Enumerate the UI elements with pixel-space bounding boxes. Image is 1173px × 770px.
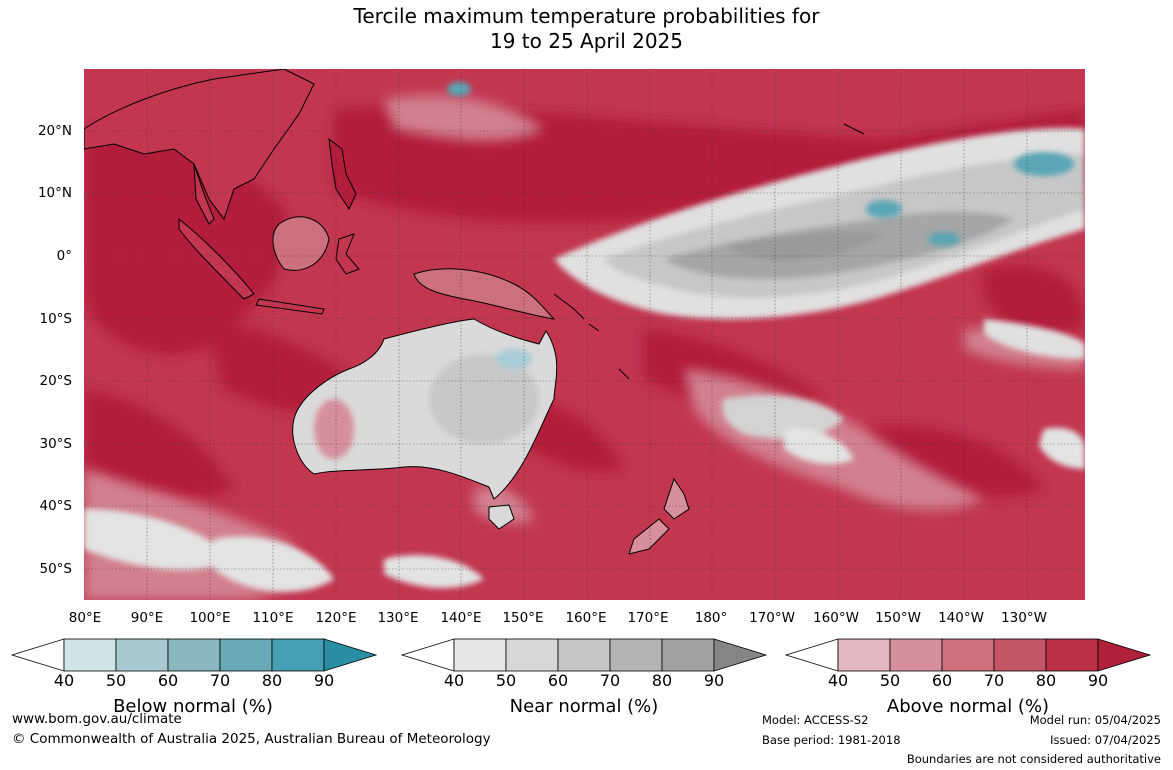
issued-text: Issued: 07/04/2025 (1050, 733, 1161, 747)
below-normal-label: Below normal (%) (113, 696, 273, 717)
java (255, 298, 325, 315)
cb-tick: 50 (105, 671, 127, 690)
base-period-text: Base period: 1981-2018 (762, 733, 901, 747)
cb-tick: 80 (261, 671, 283, 690)
lon-label: 140°W (938, 610, 984, 626)
cb-segment (271, 638, 325, 672)
cb-segment (219, 638, 273, 672)
lon-label: 170°W (749, 610, 795, 626)
near-normal-label: Near normal (%) (509, 696, 659, 717)
cb-tick: 90 (1087, 671, 1109, 690)
cb-segment (10, 638, 65, 672)
gridlines (84, 69, 1085, 600)
cb-segment (713, 638, 768, 672)
lon-label: 80°E (68, 610, 102, 626)
lon-label: 100°E (189, 610, 231, 626)
lon-label: 130°W (1001, 610, 1047, 626)
cb-tick: 60 (157, 671, 179, 690)
lat-label: 30°S (39, 436, 73, 452)
cb-tick: 50 (879, 671, 901, 690)
probability-map (84, 69, 1085, 600)
cb-tick: 40 (443, 671, 465, 690)
cb-segment (609, 638, 663, 672)
lon-label: 120°E (315, 610, 357, 626)
cb-tick: 80 (651, 671, 673, 690)
cb-segment (323, 638, 378, 672)
lon-label: 90°E (130, 610, 164, 626)
cb-tick: 40 (53, 671, 75, 690)
lon-label: 170°E (627, 610, 669, 626)
lat-label: 10°N (37, 185, 72, 201)
pacific-islands (553, 123, 865, 380)
model-run-text: Model run: 05/04/2025 (1029, 713, 1161, 727)
cb-segment (63, 638, 117, 672)
cb-tick: 70 (209, 671, 231, 690)
website-link[interactable]: www.bom.gov.au/climate (12, 711, 182, 727)
new-zealand (628, 477, 690, 555)
new-guinea (413, 268, 556, 320)
malay-peninsula (193, 163, 215, 225)
lat-label: 20°N (37, 123, 72, 139)
cb-tick: 90 (313, 671, 335, 690)
cb-segment (661, 638, 715, 672)
cb-segment (115, 638, 169, 672)
lon-label: 180° (694, 610, 728, 626)
australia-shading (314, 349, 539, 459)
lon-label: 140°E (440, 610, 482, 626)
cb-segment (993, 638, 1047, 672)
cb-tick: 60 (931, 671, 953, 690)
below-normal-colorbar (10, 638, 378, 672)
cb-segment (941, 638, 995, 672)
se-asia-mainland (84, 69, 315, 221)
above-normal-label: Above normal (%) (886, 696, 1050, 717)
copyright-text: © Commonwealth of Australia 2025, Austra… (12, 731, 491, 747)
title-line-2: 19 to 25 April 2025 (489, 29, 684, 53)
cb-tick: 80 (1035, 671, 1057, 690)
lat-label: 0° (56, 248, 72, 264)
lon-label: 150°W (875, 610, 921, 626)
below-normal-patches (447, 82, 1074, 246)
disclaimer-text: Boundaries are not considered authoritat… (906, 752, 1161, 766)
cb-segment (400, 638, 455, 672)
borneo (272, 216, 330, 271)
lon-label: 160°W (813, 610, 859, 626)
lat-label: 10°S (39, 311, 73, 327)
cb-segment (557, 638, 611, 672)
cb-segment (784, 638, 839, 672)
above-normal-colorbar (784, 638, 1152, 672)
lon-label: 160°E (565, 610, 607, 626)
near-normal-colorbar (400, 638, 768, 672)
near-normal-pacific-band (554, 128, 1085, 465)
cb-segment (453, 638, 507, 672)
cb-segment (889, 638, 943, 672)
cb-tick: 50 (495, 671, 517, 690)
title-line-1: Tercile maximum temperature probabilitie… (353, 4, 820, 28)
cb-tick: 60 (547, 671, 569, 690)
lat-label: 40°S (39, 498, 73, 514)
lon-label: 150°E (502, 610, 544, 626)
cb-segment (837, 638, 891, 672)
map-title: Tercile maximum temperature probabilitie… (0, 4, 1173, 54)
lon-label: 110°E (252, 610, 294, 626)
cb-segment (167, 638, 221, 672)
near-normal-southern-patches (84, 427, 1085, 592)
cb-tick: 70 (983, 671, 1005, 690)
lat-label: 20°S (39, 373, 73, 389)
sumatra (178, 217, 255, 300)
cb-tick: 70 (599, 671, 621, 690)
cb-segment (505, 638, 559, 672)
lon-label: 130°E (377, 610, 419, 626)
cb-segment (1045, 638, 1099, 672)
tasmania (488, 504, 515, 530)
model-text: Model: ACCESS-S2 (762, 713, 869, 727)
cb-segment (1097, 638, 1152, 672)
cb-tick: 40 (827, 671, 849, 690)
cb-tick: 90 (703, 671, 725, 690)
lat-label: 50°S (39, 561, 73, 577)
